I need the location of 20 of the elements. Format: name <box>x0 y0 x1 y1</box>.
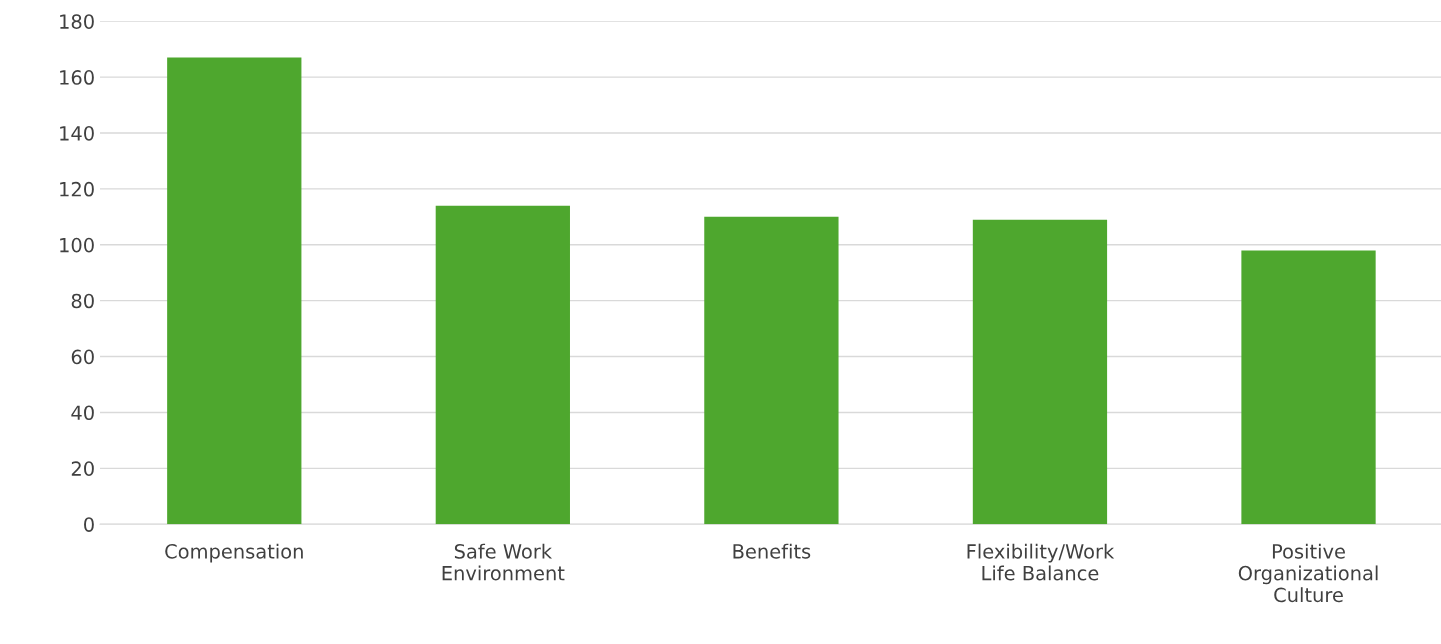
x-tick-label: Compensation <box>165 543 303 563</box>
x-tick-label: Benefits <box>733 543 811 559</box>
x-tick-label: Flexibility/Work Life Balance <box>967 543 1115 581</box>
y-tick-label: 140 <box>60 125 94 141</box>
y-tick-label: 80 <box>71 293 94 309</box>
y-tick-label: 40 <box>71 405 94 421</box>
y-tick-label: 160 <box>60 70 94 85</box>
bar <box>1241 250 1376 525</box>
bar <box>704 216 839 525</box>
bar <box>972 219 1108 525</box>
y-tick-label: 60 <box>71 349 94 365</box>
y-tick-label: 180 <box>60 14 94 29</box>
y-tick-label: 20 <box>71 461 94 476</box>
x-tick-label: Positive Organizational Culture <box>1238 543 1378 603</box>
y-tick-label: 100 <box>60 237 94 253</box>
x-tick-label: Safe Work Environment <box>442 543 565 581</box>
bar <box>435 205 570 525</box>
bar <box>167 57 302 525</box>
y-tick-label: 120 <box>60 181 94 197</box>
y-tick-label: 0 <box>84 517 94 532</box>
